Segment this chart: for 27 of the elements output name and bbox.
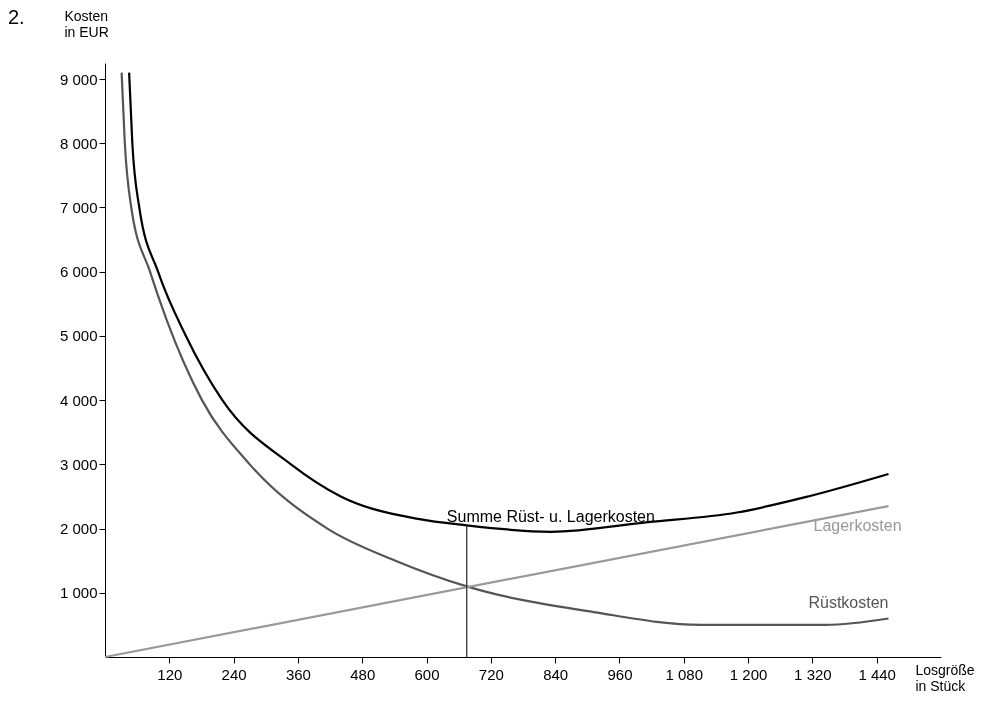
x-tick-label: 960 <box>607 665 633 683</box>
x-tick-label: 1 320 <box>794 665 832 683</box>
y-tick-label: 6 000 <box>59 263 98 281</box>
y-tick-label: 1 000 <box>59 584 98 602</box>
x-tick-label: 120 <box>157 665 183 683</box>
x-tick-label: 840 <box>543 665 569 683</box>
y-tick-label: 3 000 <box>59 455 98 473</box>
x-tick-label: 1 080 <box>665 665 704 683</box>
y-tick-label: 9 000 <box>59 70 98 88</box>
x-tick-label: 480 <box>350 665 376 683</box>
series-label: Rüstkosten <box>808 594 889 612</box>
y-tick-label: 7 000 <box>59 198 98 216</box>
x-axis-title: Losgröße in Stück <box>915 661 975 694</box>
x-tick-label: 1 440 <box>858 665 896 683</box>
x-tick-label: 360 <box>285 665 311 683</box>
text: 2. <box>8 6 25 29</box>
x-tick-label: 600 <box>414 665 440 683</box>
x-tick-label: 720 <box>478 665 504 683</box>
x-tick-label: 240 <box>221 665 247 683</box>
series-label: Lagerkosten <box>813 517 902 535</box>
x-tick-label: 1 200 <box>729 665 768 683</box>
y-axis-title: Kosten in EUR <box>64 7 109 40</box>
y-tick-label: 8 000 <box>59 134 98 152</box>
y-tick-label: 2 000 <box>59 520 98 538</box>
y-tick-label: 5 000 <box>59 327 98 345</box>
y-tick-label: 4 000 <box>59 391 98 409</box>
series-label: Summe Rüst- u. Lagerkosten <box>446 507 655 525</box>
